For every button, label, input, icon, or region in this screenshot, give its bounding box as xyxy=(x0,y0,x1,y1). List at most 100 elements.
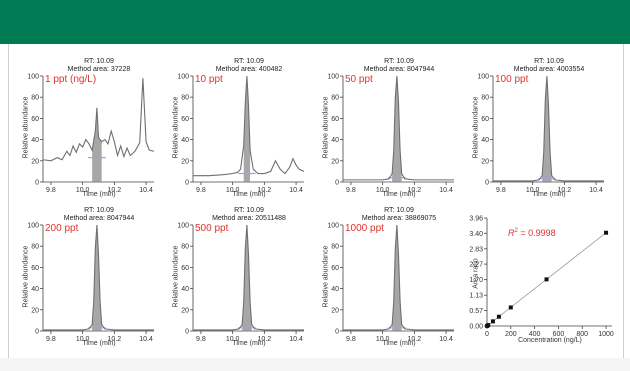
x-tick-label: 10.0 xyxy=(226,187,240,194)
calibration-point xyxy=(490,319,495,324)
chromatogram-panel-5: 0 20 40 60 80 100 9.8 10.0 10.2 10.4 RT: 10.09 Me… xyxy=(10,207,158,355)
y-tick-label: 0 xyxy=(485,180,489,187)
x-axis-label: Time (min) xyxy=(82,340,116,347)
peak-area xyxy=(392,76,402,182)
peak-area xyxy=(92,225,102,331)
x-axis-label: Time (min) xyxy=(382,191,416,198)
y-tick-label: 40 xyxy=(31,137,39,144)
retention-time-label: RT: 10.09 xyxy=(234,207,264,214)
x-tick-label: 10.0 xyxy=(376,336,390,343)
y-tick-label: 20 xyxy=(481,158,489,165)
y-tick-label: 60 xyxy=(31,265,39,272)
chromatogram-svg: 0 20 40 60 80 100 9.8 10.0 10.2 10.4 xyxy=(477,74,604,194)
x-axis-label: Time (min) xyxy=(232,340,266,347)
y-axis-label: Relative abundance xyxy=(322,96,330,159)
y-tick-label: 100 xyxy=(327,74,339,81)
chromatogram-trace xyxy=(43,224,154,331)
x-tick-label: 10.2 xyxy=(258,336,272,343)
concentration-label: 10 ppt xyxy=(195,74,223,85)
x-tick-label: 9.8 xyxy=(196,187,206,194)
chromatogram-svg: 0 20 40 60 80 100 9.8 10.0 10.2 10.4 xyxy=(27,223,154,343)
concentration-label: 1000 ppt xyxy=(345,223,384,234)
x-tick-label: 1000 xyxy=(598,331,614,338)
x-tick-label: 9.8 xyxy=(346,187,356,194)
calibration-point xyxy=(508,305,513,310)
concentration-label: 100 ppt xyxy=(495,74,529,85)
peak-area xyxy=(242,225,252,331)
y-tick-label: 0 xyxy=(35,329,39,336)
y-tick-label: 1.70 xyxy=(469,277,483,284)
retention-time-label: RT: 10.09 xyxy=(384,58,414,65)
y-axis-label: Relative abundance xyxy=(172,96,180,159)
retention-time-label: RT: 10.09 xyxy=(534,58,564,65)
y-tick-label: 40 xyxy=(181,137,189,144)
x-tick-label: 10.4 xyxy=(439,336,453,343)
y-tick-label: 40 xyxy=(481,137,489,144)
chromatogram-panel-6: 0 20 40 60 80 100 9.8 10.0 10.2 10.4 RT: 10.09 Me… xyxy=(160,207,308,355)
y-tick-label: 1.13 xyxy=(469,293,483,300)
x-tick-label: 10.0 xyxy=(376,187,390,194)
chromatogram-svg: 0 20 40 60 80 100 9.8 10.0 10.2 10.4 xyxy=(327,223,454,343)
y-axis-label: Area ratio xyxy=(472,258,480,289)
x-tick-label: 10.0 xyxy=(76,336,90,343)
y-axis-label: Relative abundance xyxy=(22,96,30,159)
y-axis-label: Relative abundance xyxy=(172,245,180,308)
y-tick-label: 20 xyxy=(181,307,189,314)
x-tick-label: 9.8 xyxy=(46,336,56,343)
x-tick-label: 10.0 xyxy=(226,336,240,343)
y-tick-label: 0 xyxy=(335,329,339,336)
x-tick-label: 9.8 xyxy=(346,336,356,343)
retention-time-label: RT: 10.09 xyxy=(84,58,114,65)
r2-symbol: R xyxy=(508,228,515,238)
y-tick-label: 80 xyxy=(331,244,339,251)
y-tick-label: 2.27 xyxy=(469,262,483,269)
x-tick-label: 0 xyxy=(485,331,489,338)
method-area-label: Method area: 400482 xyxy=(215,66,283,73)
y-tick-label: 100 xyxy=(477,74,489,81)
x-tick-label: 400 xyxy=(529,331,541,338)
chromatogram-trace xyxy=(193,75,305,177)
chromatogram-panel-3: 0 20 40 60 80 100 9.8 10.0 10.2 10.4 RT: 10.09 Me… xyxy=(310,58,458,206)
y-tick-label: 0 xyxy=(185,329,189,336)
method-area-label: Method area: 37228 xyxy=(67,66,131,73)
y-tick-label: 20 xyxy=(181,158,189,165)
y-tick-label: 100 xyxy=(177,223,189,230)
chromatogram-panel-1: 0 20 40 60 80 100 9.8 10.0 10.2 10.4 RT: 10.09 Me… xyxy=(10,58,158,206)
r-squared-label: R2 = 0.9998 xyxy=(508,228,556,238)
y-tick-label: 40 xyxy=(31,286,39,293)
chromatogram-svg: 0 20 40 60 80 100 9.8 10.0 10.2 10.4 xyxy=(27,74,155,194)
calibration-point xyxy=(604,230,609,235)
method-area-label: Method area: 38869075 xyxy=(361,215,437,222)
chromatogram-trace xyxy=(193,224,304,331)
calibration-panel: 0.00 0.57 1.13 1.70 2.27 2.83 3.40 3.96 0 200 400 6… xyxy=(460,210,620,360)
y-tick-label: 0.57 xyxy=(469,308,483,315)
y-tick-label: 60 xyxy=(181,265,189,272)
concentration-label: 200 ppt xyxy=(45,223,79,234)
y-tick-label: 0 xyxy=(185,180,189,187)
y-tick-label: 20 xyxy=(31,307,39,314)
header-band xyxy=(0,0,630,44)
y-tick-label: 80 xyxy=(31,95,39,102)
concentration-label: 500 ppt xyxy=(195,223,229,234)
x-axis-label: Time (min) xyxy=(232,191,266,198)
chromatogram-trace xyxy=(493,75,604,182)
y-tick-label: 60 xyxy=(331,116,339,123)
y-tick-label: 2.83 xyxy=(469,246,483,253)
x-tick-label: 10.2 xyxy=(408,336,422,343)
calibration-point xyxy=(496,314,501,319)
y-tick-label: 20 xyxy=(331,307,339,314)
x-axis-label: Time (min) xyxy=(532,191,566,198)
method-area-label: Method area: 20511488 xyxy=(212,215,286,222)
concentration-label: 1 ppt (ng/L) xyxy=(45,74,97,85)
x-tick-label: 10.2 xyxy=(558,187,572,194)
x-tick-label: 800 xyxy=(576,331,588,338)
method-area-label: Method area: 4003554 xyxy=(513,66,585,73)
y-tick-label: 60 xyxy=(31,116,39,123)
y-tick-label: 100 xyxy=(27,223,39,230)
x-tick-label: 10.2 xyxy=(258,187,272,194)
y-tick-label: 0.00 xyxy=(469,324,483,331)
peak-area xyxy=(542,76,552,182)
y-tick-label: 20 xyxy=(31,158,39,165)
y-tick-label: 60 xyxy=(481,116,489,123)
y-tick-label: 60 xyxy=(331,265,339,272)
